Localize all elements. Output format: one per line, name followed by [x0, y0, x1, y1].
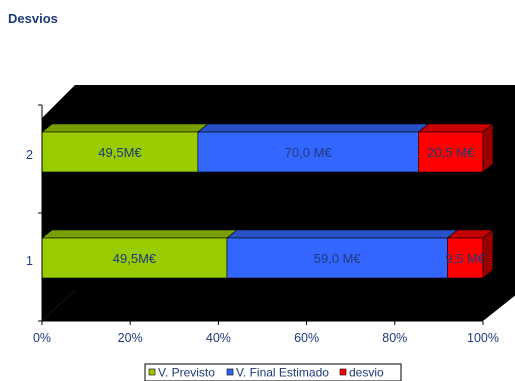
- x-tick-label: 60%: [294, 331, 319, 345]
- bar-row1-v-final-estimado: 59,0 M€: [226, 229, 459, 279]
- bar-top-face: [226, 229, 459, 239]
- bar-top-face: [41, 229, 238, 239]
- legend-box: [144, 363, 402, 381]
- y-tick-label: 2: [26, 148, 33, 162]
- bar-row2-desvio: 20,5 M€: [417, 123, 494, 173]
- bar-data-label: 49,5M€: [113, 251, 157, 266]
- legend-label: V. Final Estimado: [236, 366, 329, 380]
- bar-top-face: [417, 123, 494, 133]
- bar-segment: [41, 131, 199, 173]
- bar-segment: [418, 131, 484, 173]
- x-tick-label: 20%: [118, 331, 143, 345]
- legend-label: V. Previsto: [158, 366, 215, 380]
- x-tick-label: 100%: [467, 331, 499, 345]
- bar-top-face: [197, 123, 430, 133]
- bar-row1-desvio: 9,5 M€: [445, 229, 494, 279]
- bar-data-label: 49,5M€: [98, 145, 142, 160]
- bar-side-face: [482, 123, 494, 173]
- legend-swatch: [148, 368, 156, 376]
- bar-data-label: 70,0 M€: [285, 145, 333, 160]
- bar-data-label: 59,0 M€: [314, 251, 362, 266]
- side-wall: [42, 85, 75, 321]
- bar-top-face: [41, 123, 209, 133]
- bar-row2-v-previsto: 49,5M€: [41, 123, 209, 173]
- y-tick-label: 1: [26, 254, 33, 268]
- bar-row2-v-final-estimado: 70,0 M€: [197, 123, 430, 173]
- legend-label: desvio: [349, 366, 384, 380]
- bar-segment: [197, 131, 419, 173]
- x-tick-label: 40%: [206, 331, 231, 345]
- chart-title: Desvios: [8, 11, 58, 26]
- bar-data-label: 20,5 M€: [427, 145, 475, 160]
- legend-swatch: [339, 368, 347, 376]
- bar-side-face: [482, 229, 494, 279]
- legend: V. Previsto V. Final Estimado desvio: [144, 363, 402, 381]
- bar-segment: [226, 237, 448, 279]
- x-tick-label: 80%: [382, 331, 407, 345]
- bar-segment: [447, 237, 484, 279]
- bar-row1-v-previsto: 49,5M€: [41, 229, 238, 279]
- bar-data-label: 9,5 M€: [445, 251, 486, 266]
- x-tick-label: 0%: [33, 331, 51, 345]
- floor: [42, 290, 515, 321]
- legend-swatch: [226, 368, 234, 376]
